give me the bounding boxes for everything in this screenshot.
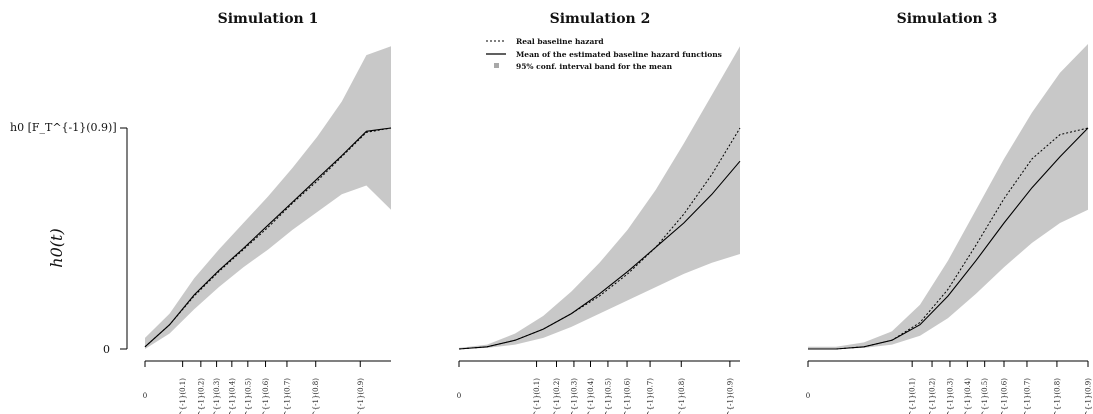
- x-tick-label: F_T^{-1}(0.5): [981, 378, 989, 414]
- x-tick-label: F_T^{-1}(0.7): [1023, 378, 1031, 414]
- mean-line: [144, 127, 392, 348]
- panel-simulation-3: Simulation 3 0 F_T^{-1}(0.1) F_T^{-1}(0.2)…: [806, 11, 1093, 414]
- x-tick-label: F_T^{-1}(0.9): [357, 378, 365, 414]
- legend-mean-label: Mean of the estimated baseline hazard fu…: [516, 50, 722, 59]
- x-tick-label: F_T^{-1}(0.6): [624, 378, 632, 414]
- x-tick-label: F_T^{-1}(0.7): [283, 378, 291, 414]
- x-tick-label: F_T^{-1}(0.1): [909, 378, 917, 414]
- confidence-band: [459, 46, 740, 349]
- confidence-band: [808, 44, 1088, 349]
- legend-real-label: Real baseline hazard: [516, 37, 604, 46]
- y-axis: h0 [F_T^{-1}(0.9)] 0 h0(t): [10, 121, 128, 356]
- mean-line: [808, 127, 1089, 350]
- x-tick-label: F_T^{-1}(0.3): [213, 378, 221, 414]
- legend: Real baseline hazard Mean of the estimat…: [486, 37, 722, 71]
- x-tick-label: F_T^{-1}(0.2): [197, 378, 205, 414]
- x-tick-label: F_T^{-1}(0.5): [604, 378, 612, 414]
- x-tick-label: F_T^{-1}(0.8): [312, 378, 320, 414]
- x-tick-label: F_T^{-1}(0.2): [929, 378, 937, 414]
- mean-line: [458, 160, 741, 350]
- confidence-band: [145, 46, 391, 349]
- panel-title: Simulation 1: [218, 11, 319, 27]
- x-tick-label: F_T^{-1}(0.4): [587, 378, 595, 414]
- x-tick-label: F_T^{-1}(0.1): [179, 378, 187, 414]
- x-tick-label: F_T^{-1}(0.4): [228, 378, 236, 414]
- panel-title: Simulation 3: [897, 11, 998, 27]
- legend-band-swatch: [494, 63, 499, 68]
- x-tick-label: F_T^{-1}(0.8): [1053, 378, 1061, 414]
- x-tick-label: F_T^{-1}(0.9): [1085, 378, 1093, 414]
- y-axis-label: h0(t): [47, 228, 66, 267]
- real-line: [458, 127, 741, 350]
- real-line: [808, 127, 1089, 350]
- real-line: [144, 127, 392, 348]
- x-tick-label: F_T^{-1}(0.5): [244, 378, 252, 414]
- x-tick-label: 0: [457, 392, 461, 400]
- x-tick-label: F_T^{-1}(0.3): [570, 378, 578, 414]
- x-tick-label: F_T^{-1}(0.7): [647, 378, 655, 414]
- x-tick-label: F_T^{-1}(0.4): [964, 378, 972, 414]
- x-tick-label: F_T^{-1}(0.8): [678, 378, 686, 414]
- panel-title: Simulation 2: [550, 11, 651, 27]
- x-tick-label: F_T^{-1}(0.2): [553, 378, 561, 414]
- x-tick-label: F_T^{-1}(0.6): [262, 378, 270, 414]
- y-tick-label-top: h0 [F_T^{-1}(0.9)]: [10, 121, 117, 134]
- legend-band-label: 95% conf. interval band for the mean: [516, 62, 673, 71]
- x-ticks: 0 F_T^{-1}(0.1) F_T^{-1}(0.2) F_T^{-1}(0.3)…: [143, 361, 365, 414]
- panel-simulation-2: Simulation 2 0 F_T^{-1}(0.1) F_T^{-1}(0.2)…: [457, 11, 741, 414]
- x-tick-label: F_T^{-1}(0.6): [1001, 378, 1009, 414]
- y-tick-label-zero: 0: [103, 343, 110, 356]
- x-tick-label: F_T^{-1}(0.9): [726, 378, 734, 414]
- panel-simulation-1: Simulation 1 0 F_T^{-1}(0.1) F_T^{-1}(0.2)…: [143, 11, 392, 414]
- x-tick-label: 0: [143, 392, 147, 400]
- x-tick-label: F_T^{-1}(0.3): [946, 378, 954, 414]
- x-ticks: 0 F_T^{-1}(0.1) F_T^{-1}(0.2) F_T^{-1}(0.3)…: [457, 361, 734, 414]
- x-tick-label: F_T^{-1}(0.1): [533, 378, 541, 414]
- x-ticks: 0 F_T^{-1}(0.1) F_T^{-1}(0.2) F_T^{-1}(0.3)…: [806, 361, 1093, 414]
- x-tick-label: 0: [806, 392, 810, 400]
